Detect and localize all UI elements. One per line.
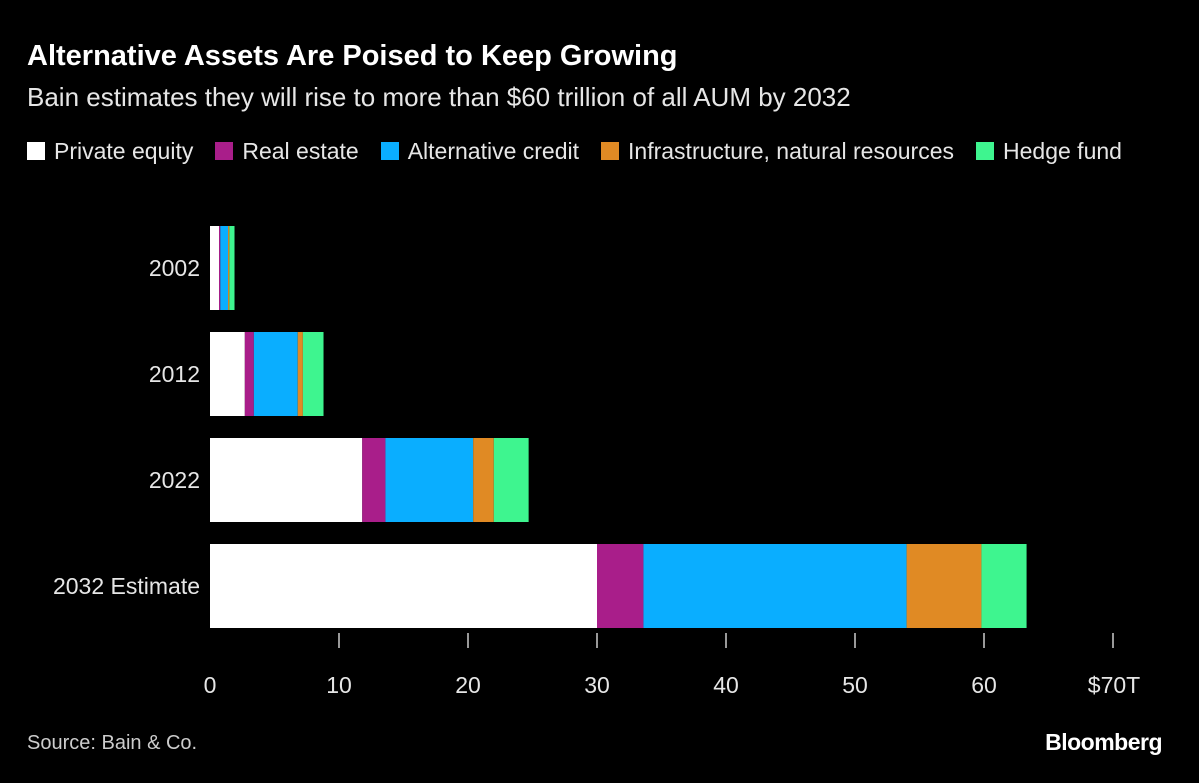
legend-swatch [976, 142, 995, 160]
x-tick-label: 0 [204, 672, 217, 698]
bar-segment [385, 438, 474, 522]
x-tick-label: 50 [842, 672, 868, 698]
legend-swatch [27, 142, 45, 160]
x-tick-label: $70T [1088, 672, 1140, 698]
chart-subtitle: Bain estimates they will rise to more th… [27, 82, 851, 112]
legend-item: Hedge fund [976, 138, 1122, 164]
bar-segment [244, 332, 254, 416]
bar-segment [210, 438, 363, 522]
bar-segment [981, 544, 1027, 628]
bar-segment [493, 438, 529, 522]
chart-title: Alternative Assets Are Poised to Keep Gr… [27, 40, 678, 72]
legend-item: Alternative credit [380, 137, 580, 164]
bar-segment [210, 544, 597, 628]
bar-segment [253, 332, 298, 416]
bar-segment [302, 332, 324, 416]
x-tick-label: 60 [971, 672, 997, 698]
category-label: 2032 Estimate [53, 573, 200, 599]
legend-label: Alternative credit [407, 137, 580, 164]
bar-segment [362, 438, 386, 522]
bar-segment [220, 226, 229, 310]
legend-swatch [601, 142, 620, 160]
category-label: 2022 [149, 467, 200, 493]
x-tick-label: 40 [713, 672, 739, 698]
bar-segment [643, 544, 907, 628]
legend-item: Infrastructure, natural resources [601, 138, 954, 164]
legend-label: Private equity [54, 137, 194, 164]
x-tick-label: 30 [584, 672, 610, 698]
bar-segment [229, 226, 235, 310]
bar-segment [473, 438, 494, 522]
legend-swatch [215, 142, 234, 160]
legend-item: Private equity [27, 138, 193, 164]
bar-segment [210, 226, 220, 310]
x-tick-label: 20 [455, 672, 481, 698]
bar-segment [597, 544, 644, 628]
bar-segment [210, 332, 245, 416]
category-label: 2002 [149, 255, 200, 281]
bar-segment [297, 332, 303, 416]
bloomberg-logo: Bloomberg [1045, 729, 1162, 755]
bar-segment [228, 226, 230, 310]
bar-segment [906, 544, 982, 628]
category-label: 2012 [149, 361, 200, 387]
bar-segment [219, 226, 221, 310]
legend-item: Real estate [215, 137, 359, 164]
legend-label: Hedge fund [1003, 137, 1122, 164]
legend-label: Infrastructure, natural resources [628, 137, 955, 164]
x-tick-label: 10 [326, 672, 352, 698]
legend-swatch [380, 142, 399, 160]
legend: Private equity Real estate Alternative cre… [27, 138, 1147, 164]
source-note: Source: Bain & Co. [27, 732, 198, 754]
legend-label: Real estate [242, 137, 359, 164]
